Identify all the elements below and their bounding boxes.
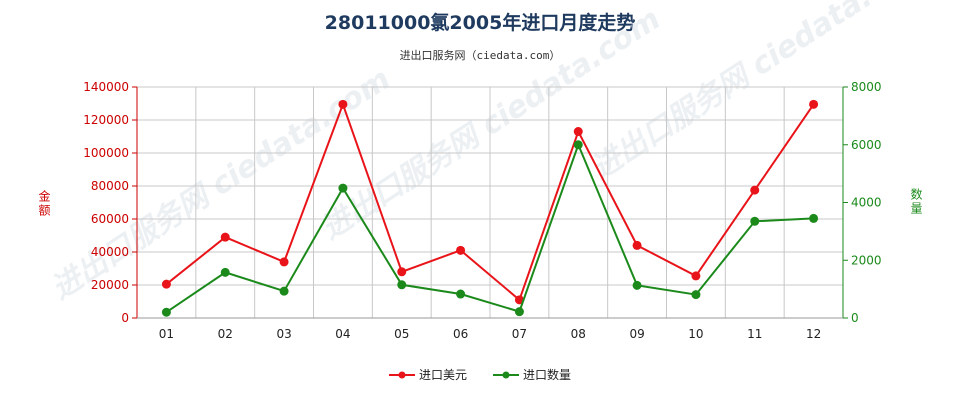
series-1-point xyxy=(809,99,819,109)
series-line-2 xyxy=(165,142,814,314)
left-tick-label: 120000 xyxy=(83,113,129,127)
series-2-point xyxy=(220,267,230,277)
grid xyxy=(136,86,844,319)
left-tick-label: 80000 xyxy=(91,179,129,193)
series xyxy=(161,99,819,317)
x-tick-label: 11 xyxy=(747,327,762,341)
left-tick-label: 140000 xyxy=(83,80,129,94)
x-tick-label: 02 xyxy=(218,327,233,341)
series-1-point xyxy=(338,99,348,109)
left-tick-label: 40000 xyxy=(91,245,129,259)
series-line-1 xyxy=(165,101,815,302)
legend-label-qty: 进口数量 xyxy=(523,368,572,382)
axes: 0200004000060000800001000001200001400000… xyxy=(83,80,881,341)
x-tick-label: 01 xyxy=(159,327,174,341)
series-1-point xyxy=(161,279,171,289)
x-tick-label: 10 xyxy=(688,327,703,341)
right-tick-label: 6000 xyxy=(851,138,882,152)
chart-title: 28011000氯2005年进口月度走势 xyxy=(324,12,636,34)
legend-item-usd[interactable]: 进口美元 xyxy=(388,366,467,383)
series-1-point xyxy=(514,295,524,305)
right-tick-label: 2000 xyxy=(851,253,882,267)
legend-swatch-qty xyxy=(493,371,519,378)
x-tick-label: 03 xyxy=(276,327,291,341)
series-2-point xyxy=(161,307,171,317)
series-1-point xyxy=(750,185,760,195)
right-tick-label: 8000 xyxy=(851,80,882,94)
series-1-point xyxy=(573,127,583,137)
series-1-point xyxy=(456,245,466,255)
series-2-point xyxy=(338,183,348,193)
right-axis-label: 数量 xyxy=(909,188,923,216)
series-2-point xyxy=(279,286,289,296)
series-2-point xyxy=(514,307,524,317)
x-tick-label: 12 xyxy=(806,327,821,341)
legend-item-qty[interactable]: 进口数量 xyxy=(493,366,571,383)
series-2-point xyxy=(397,280,407,290)
series-1-point xyxy=(220,232,230,242)
series-1-point xyxy=(691,271,701,281)
left-tick-label: 100000 xyxy=(83,146,129,160)
x-tick-label: 07 xyxy=(512,327,527,341)
series-2-point xyxy=(691,290,701,300)
series-2-point xyxy=(632,280,642,290)
left-tick-label: 60000 xyxy=(91,212,129,226)
watermark-text: 进出口服务网 ciedata.com xyxy=(315,2,666,247)
chart-subtitle: 进出口服务网（ciedata.com） xyxy=(399,49,561,62)
x-tick-label: 06 xyxy=(453,327,468,341)
legend: 进口美元 进口数量 xyxy=(0,366,960,383)
series-1-point xyxy=(632,240,642,250)
x-tick-label: 08 xyxy=(571,327,586,341)
x-tick-label: 05 xyxy=(394,327,409,341)
legend-label-usd: 进口美元 xyxy=(418,368,467,382)
left-axis-label: 金额 xyxy=(37,190,51,218)
right-tick-label: 0 xyxy=(851,311,859,325)
series-1-point xyxy=(279,257,289,267)
series-2-point xyxy=(809,213,819,223)
x-tick-label: 09 xyxy=(629,327,644,341)
x-tick-label: 04 xyxy=(335,327,350,341)
series-2-point xyxy=(750,216,760,226)
series-2-point xyxy=(456,289,466,299)
right-tick-label: 4000 xyxy=(851,196,882,210)
series-1-point xyxy=(397,267,407,277)
left-tick-label: 0 xyxy=(121,311,129,325)
left-tick-label: 20000 xyxy=(91,278,129,292)
series-2-point xyxy=(573,140,583,150)
legend-swatch-usd xyxy=(388,371,415,378)
